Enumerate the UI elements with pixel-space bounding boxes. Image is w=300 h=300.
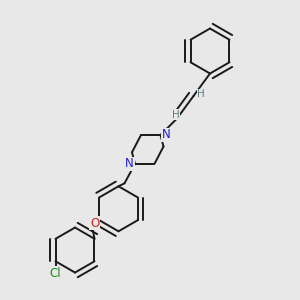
Text: N: N [161, 128, 170, 142]
Text: H: H [197, 89, 205, 100]
Text: N: N [125, 157, 134, 170]
Text: Cl: Cl [50, 267, 61, 280]
Text: O: O [90, 217, 99, 230]
Text: H: H [172, 110, 179, 120]
